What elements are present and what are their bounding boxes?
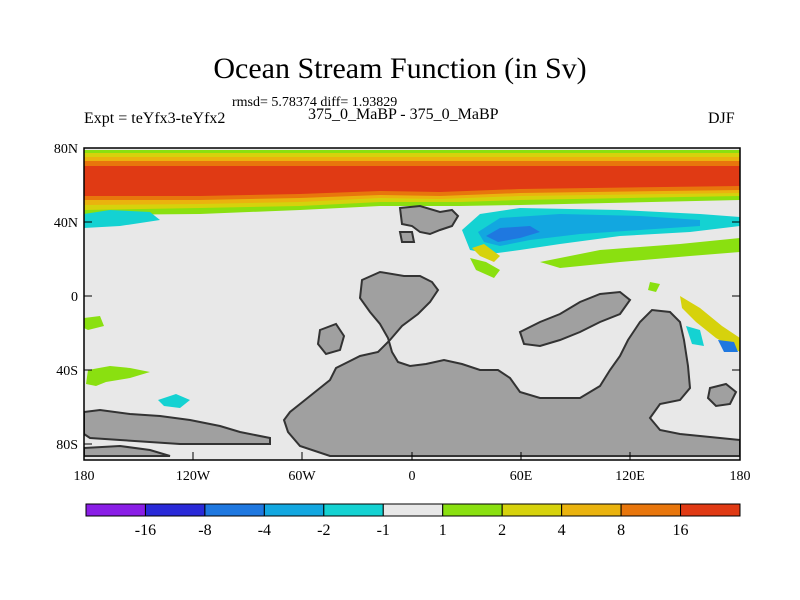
land-antarctic-shelf-west	[84, 408, 271, 445]
lon-label-180w: 180	[74, 469, 95, 484]
lon-label-60e: 60E	[510, 469, 533, 484]
contour-feature-east-pos	[680, 296, 740, 352]
lon-label-60w: 60W	[288, 469, 316, 484]
color-bar-swatch	[323, 503, 384, 517]
contour-feature-east-pos-2	[648, 282, 660, 292]
lat-label-80n: 80N	[54, 142, 78, 157]
color-bar-label: 16	[673, 522, 689, 539]
lon-label-0: 0	[409, 469, 416, 484]
color-bar-labels: -16 -8 -4 -2 -1 1 2 4 8 16	[135, 522, 689, 539]
lon-label-180e: 180	[730, 469, 751, 484]
color-bar-swatch	[501, 503, 563, 517]
contour-feature-sw-pacific-c	[158, 394, 190, 408]
lat-label-80s: 80S	[56, 438, 78, 453]
lat-ticks	[84, 147, 740, 445]
lat-label-0: 0	[71, 290, 78, 305]
contour-band-north-pacific-neg	[84, 210, 160, 228]
comparison-label: 375_0_MaBP - 375_0_MaBP	[308, 106, 499, 123]
lat-labels: 80N 40N 0 40S 80S	[54, 142, 78, 453]
contour-band-pos-south-eurasia	[540, 238, 740, 268]
contour-feature-east-neg	[686, 326, 704, 346]
contour-band-neg-2	[478, 214, 700, 246]
color-bar-label: -1	[377, 522, 390, 539]
color-bar-swatch	[263, 503, 325, 517]
color-bar-label: -4	[258, 522, 271, 539]
color-bar-swatch	[442, 503, 503, 517]
landmasses	[84, 204, 740, 457]
map-panel	[84, 148, 740, 460]
land-south-america-west	[316, 322, 346, 356]
contour-feature-east-neg-2	[718, 340, 738, 352]
color-bar-swatch	[620, 503, 682, 517]
color-bar-swatch	[204, 503, 265, 517]
lon-labels: 180 120W 60W 0 60E 120E 180	[74, 469, 751, 484]
color-bar-swatch	[144, 503, 206, 517]
contour-band-neg-4	[486, 226, 540, 242]
color-bar-label: 4	[558, 522, 566, 539]
lon-label-120w: 120W	[176, 469, 211, 484]
lat-label-40s: 40S	[56, 364, 78, 379]
color-bar-swatch	[680, 503, 741, 517]
color-bar-label: 8	[617, 522, 625, 539]
color-bar-label: -8	[198, 522, 211, 539]
contour-feature-sw-pacific-b	[86, 366, 150, 386]
rmsd-diff-stats: rmsd= 5.78374 diff= 1.93829	[232, 95, 398, 110]
land-south-america-north	[282, 270, 740, 457]
color-bar-swatch	[382, 503, 444, 517]
land-europe-africa-asia	[398, 204, 460, 236]
color-bar-swatch	[561, 503, 622, 517]
season-label: DJF	[708, 110, 735, 127]
contour-feature-sw-pacific-a	[84, 316, 104, 330]
land-east-island	[706, 382, 738, 408]
lat-label-40n: 40N	[54, 216, 78, 231]
contour-band-shelf-pos-2	[470, 258, 500, 278]
lon-label-120e: 120E	[615, 469, 645, 484]
lon-ticks	[83, 452, 741, 460]
contour-band-gt-16	[84, 166, 740, 196]
color-bar	[85, 503, 741, 517]
contour-band-shelf-pos	[472, 244, 500, 262]
color-bar-label: -16	[135, 522, 156, 539]
land-asia-peninsula	[518, 290, 632, 348]
color-bar-swatch	[85, 503, 146, 517]
land-small-island-1	[398, 231, 416, 243]
land-antarctic-west-small	[84, 444, 171, 457]
experiment-label: Expt = teYfx3-teYfx2	[84, 110, 226, 127]
map-title: Ocean Stream Function (in Sv)	[213, 52, 587, 85]
color-bar-label: 1	[439, 522, 447, 539]
color-bar-label: 2	[498, 522, 506, 539]
color-bar-label: -2	[317, 522, 330, 539]
